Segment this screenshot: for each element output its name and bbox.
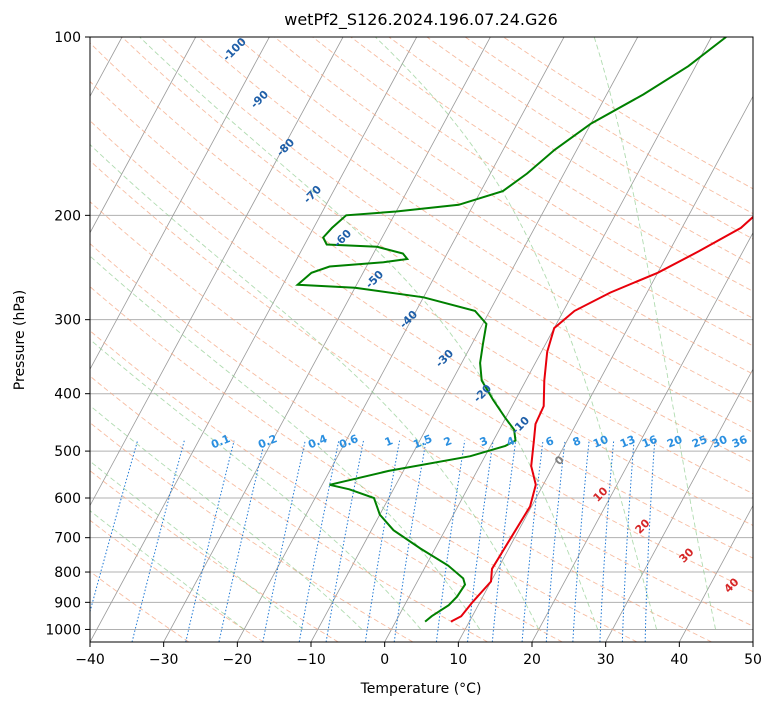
y-axis-label: Pressure (hPa) bbox=[12, 290, 28, 390]
y-tick-label: 100 bbox=[54, 30, 81, 46]
isotherm-line bbox=[163, 37, 491, 642]
mixing-ratio-line bbox=[644, 440, 656, 642]
mixing-ratio-line bbox=[435, 440, 466, 642]
x-tick-label: −20 bbox=[223, 652, 253, 668]
mixing-ratio-line bbox=[467, 440, 494, 642]
isotherm-line bbox=[605, 368, 753, 642]
plot-frame bbox=[89, 36, 754, 643]
mixing-ratio-line bbox=[90, 440, 139, 614]
mixing-ratio-label: 16 bbox=[640, 433, 659, 451]
y-tick-label: 300 bbox=[54, 313, 81, 329]
isotherm-line bbox=[236, 37, 565, 642]
mixing-ratio-label: 10 bbox=[591, 433, 610, 451]
mixing-ratio-line bbox=[621, 440, 635, 642]
moist-adiabat-line bbox=[90, 255, 481, 630]
mixing-ratio-label: 1 bbox=[383, 434, 395, 449]
mixing-ratio-line bbox=[393, 440, 427, 642]
mixing-ratio-line bbox=[218, 440, 266, 642]
isotherm-line bbox=[678, 504, 753, 642]
x-tick-label: 40 bbox=[670, 652, 688, 668]
isotherm-line bbox=[90, 37, 344, 507]
dry-adiabat-line bbox=[90, 330, 563, 642]
mixing-ratio-line bbox=[572, 440, 590, 642]
dry-adiabat-line bbox=[312, 37, 753, 319]
mixing-ratio-line bbox=[262, 440, 306, 642]
mixing-ratio-label: 8 bbox=[571, 434, 583, 449]
mixing-ratio-label: 2 bbox=[442, 434, 454, 449]
mixing-ratio-line bbox=[545, 440, 566, 642]
x-tick-label: 10 bbox=[449, 652, 467, 668]
temperature-profile bbox=[450, 215, 753, 623]
chart-title: wetPf2_S126.2024.196.07.24.G26 bbox=[284, 10, 558, 30]
mixing-ratio-line bbox=[325, 440, 364, 642]
dry-adiabat-line bbox=[90, 570, 190, 642]
moist-adiabat-line bbox=[375, 37, 658, 630]
mixing-ratio-label: 20 bbox=[665, 433, 684, 451]
dry-adiabat-line bbox=[90, 160, 753, 593]
y-tick-label: 700 bbox=[54, 531, 81, 547]
dry-adiabat-line bbox=[198, 37, 753, 404]
mixing-ratio-label: 36 bbox=[730, 433, 749, 451]
mixing-ratio-line bbox=[364, 440, 401, 642]
x-tick-label: −30 bbox=[149, 652, 179, 668]
x-tick-label: −10 bbox=[296, 652, 326, 668]
moist-adiabat-line bbox=[90, 460, 304, 630]
y-tick-label: 600 bbox=[54, 491, 81, 507]
mixing-ratio-label: 13 bbox=[618, 433, 637, 451]
mixing-ratio-line bbox=[521, 440, 544, 642]
mixing-ratio-line bbox=[599, 440, 615, 642]
mixing-ratio-line bbox=[491, 440, 517, 642]
dry-adiabat-line bbox=[159, 37, 753, 433]
y-tick-label: 500 bbox=[54, 444, 81, 460]
dry-adiabat-line bbox=[90, 470, 339, 642]
dry-adiabat-line bbox=[90, 422, 414, 642]
y-tick-label: 1000 bbox=[45, 622, 81, 638]
dry-adiabat-line bbox=[90, 120, 753, 559]
dry-adiabat-line bbox=[121, 37, 753, 464]
y-tick-label: 200 bbox=[54, 208, 81, 224]
isotherm-line bbox=[384, 37, 712, 642]
x-tick-label: −40 bbox=[75, 652, 105, 668]
x-tick-label: 50 bbox=[744, 652, 762, 668]
dry-adiabat-line bbox=[90, 243, 712, 642]
mixing-ratio-line bbox=[131, 440, 185, 642]
isotherm-line bbox=[90, 37, 197, 234]
y-tick-label: 800 bbox=[54, 565, 81, 581]
moist-adiabat-line bbox=[139, 37, 599, 630]
dry-adiabat-line bbox=[90, 519, 264, 642]
moist-adiabat-line bbox=[593, 37, 717, 630]
x-axis-label: Temperature (°C) bbox=[360, 681, 482, 697]
mixing-ratio-label: 25 bbox=[690, 433, 709, 451]
y-tick-label: 900 bbox=[54, 595, 81, 611]
moist-adiabat-line bbox=[90, 143, 540, 630]
isotherm-line bbox=[90, 37, 270, 371]
mixing-ratio-label: 3 bbox=[478, 434, 490, 449]
moist-adiabat-line bbox=[90, 405, 363, 630]
x-tick-label: 0 bbox=[380, 652, 389, 668]
moist-adiabat-line bbox=[90, 510, 245, 630]
mixing-ratio-line bbox=[298, 440, 340, 642]
mixing-ratio-label: 30 bbox=[710, 433, 729, 451]
dry-adiabat-line bbox=[90, 42, 753, 495]
isotherm-line bbox=[457, 95, 753, 642]
isotherm-line bbox=[531, 231, 753, 642]
dewpoint-profile bbox=[295, 37, 727, 623]
x-tick-label: 30 bbox=[597, 652, 615, 668]
mixing-ratio-line bbox=[185, 440, 235, 642]
moist-adiabat-line bbox=[90, 338, 422, 630]
y-tick-label: 400 bbox=[54, 387, 81, 403]
dry-adiabat-line bbox=[350, 37, 753, 292]
dry-adiabat-line bbox=[90, 80, 753, 526]
isotherm-line bbox=[90, 37, 418, 642]
x-tick-label: 20 bbox=[523, 652, 541, 668]
dry-adiabat-line bbox=[90, 201, 753, 627]
